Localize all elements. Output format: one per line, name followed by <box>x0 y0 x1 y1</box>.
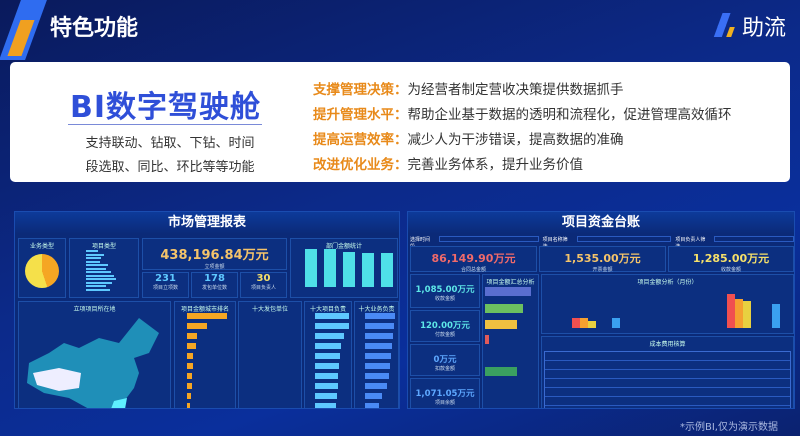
dept-bar <box>324 249 336 287</box>
bar <box>86 274 114 277</box>
kpi: 1,085.00万元 收款金额 <box>410 274 480 308</box>
dept-bar <box>343 252 355 287</box>
bar <box>315 373 338 379</box>
kpi: 178 发包单位数 <box>191 272 238 298</box>
total-panel: 438,196.84万元 立项金额 <box>142 238 287 270</box>
project-name-select[interactable] <box>576 236 672 242</box>
bar <box>365 313 395 319</box>
map-panel: 立项项目所在地 <box>18 301 171 408</box>
bar <box>315 323 349 329</box>
kpi: 86,149.90万元 合同总金额 <box>410 246 537 273</box>
top-clients-panel: 十大发包单位 <box>238 301 302 408</box>
market-dashboard: 市场管理报表 业务类型 项目类型 438,196.84万元 立项金额 231 项目… <box>14 211 400 409</box>
summary-panel: 项目金额汇总分析 <box>482 274 539 408</box>
bar <box>365 363 390 369</box>
bar <box>86 271 111 273</box>
monthly-panel: 项目金额分析（月份） <box>541 274 794 334</box>
card-title: BI数字驾驶舱 <box>70 90 262 125</box>
proj-type-panel: 项目类型 <box>69 238 139 298</box>
feature-item: 改进优化业务：完善业务体系，提升业务价值 <box>313 157 583 173</box>
bar <box>365 393 382 399</box>
bar <box>365 403 379 408</box>
dept-bar <box>305 249 317 287</box>
feature-item: 提升管理水平：帮助企业基于数据的透明和流程化，促进管理高效循环 <box>313 107 732 123</box>
kpi: 0万元 扣款金额 <box>410 344 480 376</box>
bar <box>315 403 336 408</box>
bar <box>365 373 389 379</box>
bar <box>365 353 391 359</box>
bar <box>86 260 100 263</box>
china-map <box>27 318 159 408</box>
bar <box>187 363 193 369</box>
date-range-input[interactable] <box>438 236 539 242</box>
bar <box>315 353 340 359</box>
bar <box>365 323 394 329</box>
dashboard-title: 项目资金台账 <box>408 212 794 234</box>
bar <box>365 333 393 339</box>
bar <box>86 278 116 280</box>
dashboard-title: 市场管理报表 <box>15 212 399 234</box>
pie-chart <box>25 254 59 288</box>
feature-item: 支撑管理决策：为经营者制定营收决策提供数据抓手 <box>313 82 624 98</box>
bar <box>187 393 191 399</box>
subtitle-line: 支持联动、钻取、下钻、时间 <box>85 136 255 151</box>
brand-name: 助流 <box>741 16 786 41</box>
biz-type-panel: 业务类型 <box>18 238 66 298</box>
kpi: 1,535.00万元 开票金额 <box>539 246 666 273</box>
feature-item: 提高运营效率：减少人为干涉错误，提高数据的准确 <box>313 132 624 148</box>
bar <box>315 333 344 339</box>
bar <box>315 393 337 399</box>
pm-select[interactable] <box>714 236 794 242</box>
bar <box>86 281 112 284</box>
bar <box>315 363 339 369</box>
bar <box>187 313 227 319</box>
bar <box>86 250 98 252</box>
card-subtitle: 支持联动、钻取、下钻、时间 段选取、同比、环比等等功能 <box>70 132 270 180</box>
feature-card <box>10 62 790 182</box>
kpi: 30 项目负责人 <box>240 272 287 298</box>
bar <box>187 373 192 379</box>
monthly-bar-chart <box>572 294 780 328</box>
bar <box>86 257 101 259</box>
page-title: 特色功能 <box>50 16 139 41</box>
bar <box>86 288 110 291</box>
bar <box>365 343 392 349</box>
kpi: 1,071.05万元 项目余额 <box>410 378 480 408</box>
bar <box>187 343 196 349</box>
bolt-icon <box>713 13 738 39</box>
bar <box>86 285 106 287</box>
kpi: 231 项目立项数 <box>142 272 189 298</box>
subtitle-line: 段选取、同比、环比等等功能 <box>85 160 255 175</box>
fund-dashboard: 项目资金台账 选择时间段 项目名称筛选 项目负责人筛选 86,149.90万元合… <box>407 211 795 409</box>
bar <box>187 383 192 389</box>
bar <box>86 253 104 256</box>
dept-bar <box>362 253 374 287</box>
bar <box>187 403 190 408</box>
bar <box>315 383 338 389</box>
top-biz-panel: 十大业务负责 <box>354 301 399 408</box>
bar <box>315 343 341 349</box>
divider <box>68 124 262 125</box>
disclaimer: *示例BI,仅为演示数据 <box>680 422 778 433</box>
dept-bar <box>381 253 393 287</box>
bar <box>86 264 108 266</box>
cost-table-panel: 成本费用核算 <box>541 336 794 408</box>
cost-table <box>544 351 791 408</box>
dept-panel: 部门金额统计 <box>290 238 398 298</box>
bar <box>86 267 106 270</box>
brand-logo: 助流 <box>713 10 786 42</box>
bar <box>187 333 197 339</box>
kpi: 120.00万元 付款金额 <box>410 310 480 342</box>
bar <box>187 353 193 359</box>
city-rank-panel: 项目金额城市排名 <box>174 301 236 408</box>
bar <box>187 323 207 329</box>
top-pm-panel: 十大项目负责 <box>304 301 352 408</box>
bar <box>365 383 387 389</box>
kpi: 1,285.00万元 收款金额 <box>668 246 794 273</box>
bar <box>315 313 349 319</box>
